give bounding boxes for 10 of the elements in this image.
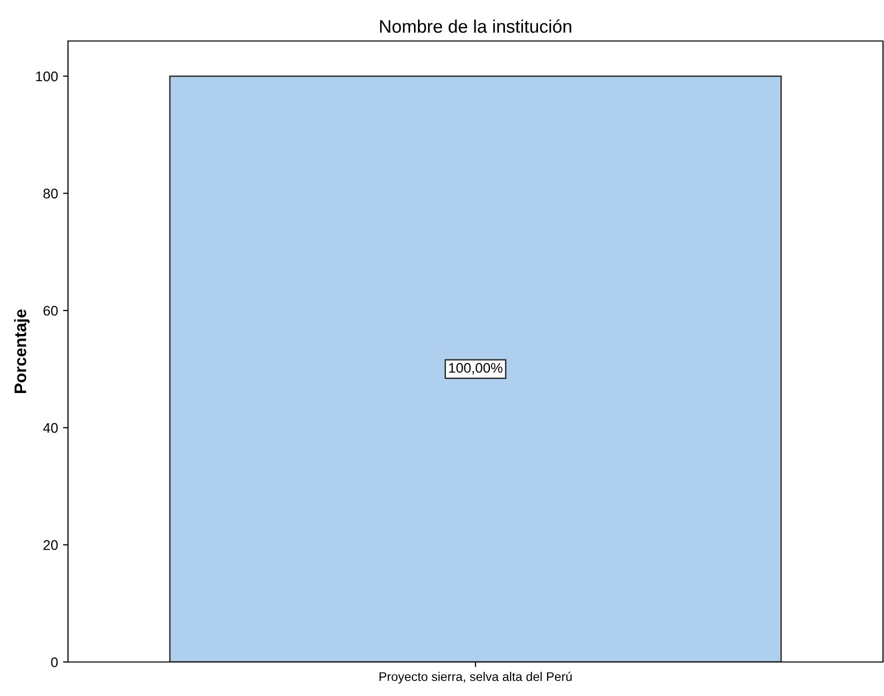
y-axis-title: Porcentaje bbox=[14, 309, 30, 393]
y-tick-label: 0 bbox=[51, 657, 58, 668]
chart-title: Nombre de la institución bbox=[380, 19, 572, 33]
y-tick-label: 40 bbox=[43, 422, 58, 433]
y-tick-label: 20 bbox=[44, 540, 58, 550]
x-tick-label: Proyecto sierra, selva alta del Perú bbox=[380, 672, 572, 684]
y-tick-label: 100 bbox=[36, 71, 58, 82]
data-label: 100,00% bbox=[449, 362, 502, 374]
y-tick-label: 80 bbox=[43, 188, 58, 198]
y-tick-label: 60 bbox=[44, 306, 58, 316]
